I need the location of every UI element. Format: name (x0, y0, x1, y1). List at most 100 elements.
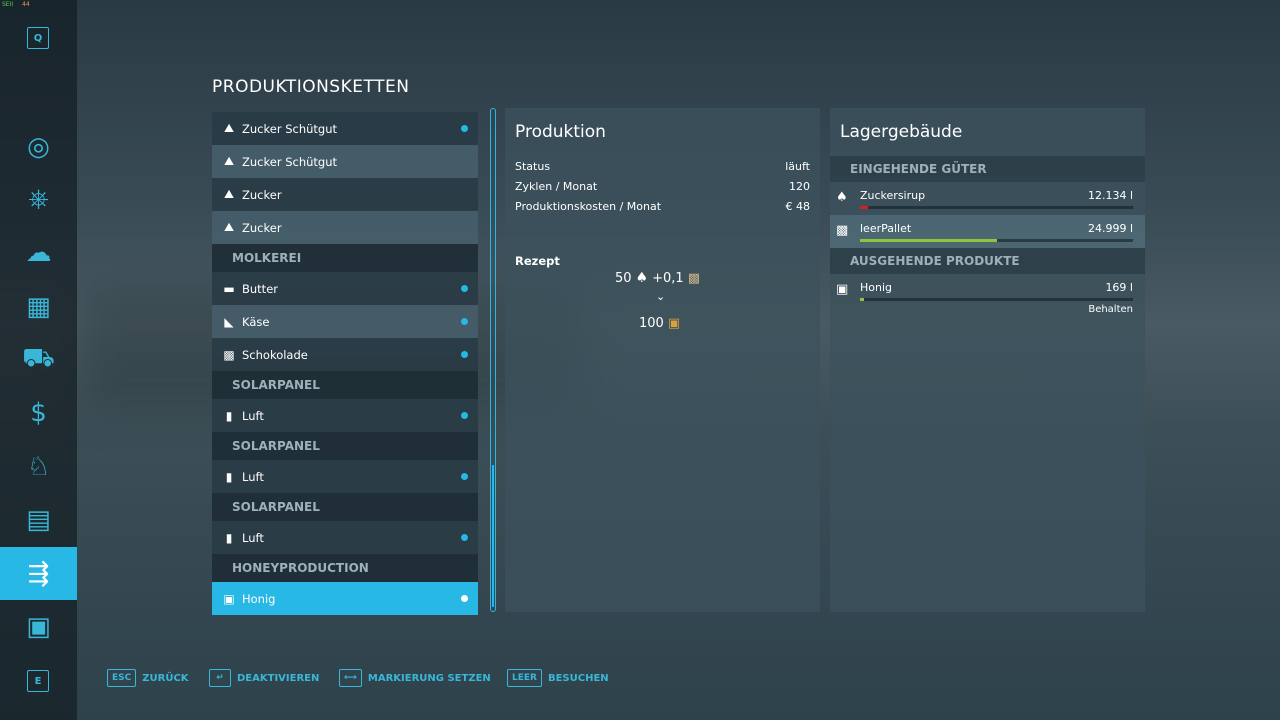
product-icon: ▮ (225, 408, 233, 423)
item-name: leerPallet (860, 222, 912, 235)
pallet-icon: ▩ (687, 270, 700, 286)
item-amount: 12.134 l (1087, 189, 1133, 202)
weather-tab[interactable]: ☁ (0, 226, 77, 279)
action-label: BESUCHEN (547, 672, 609, 684)
product-icon: ⛰ (223, 121, 235, 135)
recipe-output: 100 ▣ (639, 316, 680, 331)
fill-level-bar (860, 298, 1133, 301)
item-name: Honig (860, 281, 893, 294)
key-hint: ESC (107, 669, 137, 687)
list-item-label: Luft (242, 530, 264, 545)
steering-wheel-tab[interactable]: ⎈ (0, 173, 77, 226)
debug-text: SEII (2, 1, 14, 8)
zuckersirup-icon: ♠ (836, 190, 848, 205)
list-item[interactable]: ⛰ Zucker Schütgut (212, 112, 478, 145)
production-icon: ⇶ (27, 558, 50, 589)
category-header: SOLARPANEL (212, 493, 478, 521)
animals-tab[interactable]: ♘ (0, 440, 77, 493)
stat-label: Produktionskosten / Monat (515, 199, 662, 213)
leerpallet-icon: ▩ (836, 223, 849, 238)
outgoing-header: AUSGEHENDE PRODUKTE (830, 248, 1145, 274)
debug-fps: 44 (22, 1, 30, 8)
list-item[interactable]: ▮ Luft (212, 460, 478, 493)
chevron-down-icon: ⌄ (656, 290, 666, 303)
list-item[interactable]: ⛰ Zucker Schütgut (212, 145, 478, 178)
item-name: Zuckersirup (860, 189, 926, 202)
list-item[interactable]: ⛰ Zucker (212, 178, 478, 211)
scrollbar-thumb[interactable] (492, 465, 494, 607)
list-scrollbar[interactable] (490, 108, 496, 612)
item-amount: 24.999 l (1087, 222, 1133, 235)
production-tab[interactable]: ⇶ (0, 547, 77, 600)
category-header: SOLARPANEL (212, 432, 478, 460)
product-icon: ⛰ (223, 154, 235, 168)
stat-value: 120 (789, 179, 810, 193)
footer-action-besuchen[interactable]: LEER BESUCHEN (507, 669, 609, 687)
input1-amount: 50 (615, 270, 632, 286)
active-indicator (461, 285, 468, 292)
list-item-label: Schokolade (242, 347, 308, 362)
tractor-tab[interactable]: ⛟ (0, 333, 77, 386)
list-item[interactable]: ▬ Butter (212, 272, 478, 305)
active-indicator (461, 318, 468, 325)
action-label: DEAKTIVIEREN (237, 672, 320, 684)
statistics-tab[interactable]: ▦ (0, 280, 77, 333)
contracts-tab[interactable]: ▤ (0, 493, 77, 546)
category-header: MOLKEREI (212, 244, 478, 272)
stat-value: € 48 (785, 199, 811, 213)
list-item-label: Luft (242, 408, 264, 423)
action-label: ZURÜCK (142, 672, 189, 684)
list-item[interactable]: ▮ Luft (212, 399, 478, 432)
production-panel: Produktion Status läuft Zyklen / Monat 120 P… (505, 108, 820, 612)
active-indicator (461, 473, 468, 480)
input2-amount: +0,1 (652, 270, 684, 286)
active-indicator (461, 125, 468, 132)
list-item-label: Käse (242, 314, 270, 329)
list-item[interactable]: ⛰ Zucker (212, 211, 478, 244)
key-hint: LEER (507, 669, 542, 687)
category-header: HONEYPRODUCTION (212, 554, 478, 582)
product-icon: ▬ (223, 281, 235, 296)
sidebar: SEII 44 Q ◎ ⎈ ☁ ▦ ⛟ $ ♘ ▤ ⇶ ▣ E (0, 0, 77, 720)
footer-action-deaktivieren[interactable]: ↵ DEAKTIVIEREN (209, 669, 319, 687)
product-icon: ⛰ (223, 187, 235, 201)
next-tab-key-e[interactable]: E (27, 670, 49, 692)
storage-item: ♠ Zuckersirup 12.134 l (830, 182, 1145, 215)
prev-tab-key-q[interactable]: Q (27, 27, 49, 49)
production-chain-list: ⛰ Zucker Schütgut ⛰ Zucker Schütgut ⛰ Zucker ⛰… (212, 112, 478, 615)
page-title: PRODUKTIONSKETTEN (212, 77, 410, 97)
list-item-label: Zucker Schütgut (242, 154, 338, 169)
item-amount: 169 l (1105, 281, 1133, 294)
list-item[interactable]: ◣ Käse (212, 305, 478, 338)
money-tab[interactable]: $ (0, 386, 77, 439)
footer-action-markierung-setzen[interactable]: ⟷ MARKIERUNG SETZEN (339, 669, 491, 687)
list-item-label: Butter (242, 281, 278, 296)
production-stat: Status läuft (505, 156, 820, 176)
footer-action-zurück[interactable]: ESC ZURÜCK (107, 669, 189, 687)
list-item[interactable]: ▩ Schokolade (212, 338, 478, 371)
list-item[interactable]: ▮ Luft (212, 521, 478, 554)
statistics-icon: ▦ (26, 291, 51, 322)
stat-value: läuft (785, 159, 810, 173)
money-icon: $ (30, 397, 47, 428)
list-item-label: Zucker Schütgut (242, 121, 338, 136)
help-icon: ▣ (26, 611, 51, 642)
key-hint: ↵ (209, 669, 231, 687)
animals-icon: ♘ (26, 451, 51, 482)
product-icon: ◣ (224, 314, 234, 329)
steering-wheel-icon: ⎈ (28, 184, 49, 214)
output-mode[interactable]: Behalten (1088, 304, 1133, 315)
incoming-header: EINGEHENDE GÜTER (830, 156, 1145, 182)
map-globe-tab[interactable]: ◎ (0, 120, 77, 173)
active-indicator (461, 595, 468, 602)
output-amount: 100 (639, 316, 664, 331)
contracts-icon: ▤ (26, 504, 51, 535)
product-icon: ▩ (223, 347, 235, 362)
storage-item: ▩ leerPallet 24.999 l (830, 215, 1145, 248)
active-indicator (461, 534, 468, 541)
product-icon: ▮ (225, 530, 233, 545)
list-item[interactable]: ▣ Honig (212, 582, 478, 615)
product-icon: ⛰ (223, 220, 235, 234)
action-label: MARKIERUNG SETZEN (367, 672, 491, 684)
help-tab[interactable]: ▣ (0, 600, 77, 653)
